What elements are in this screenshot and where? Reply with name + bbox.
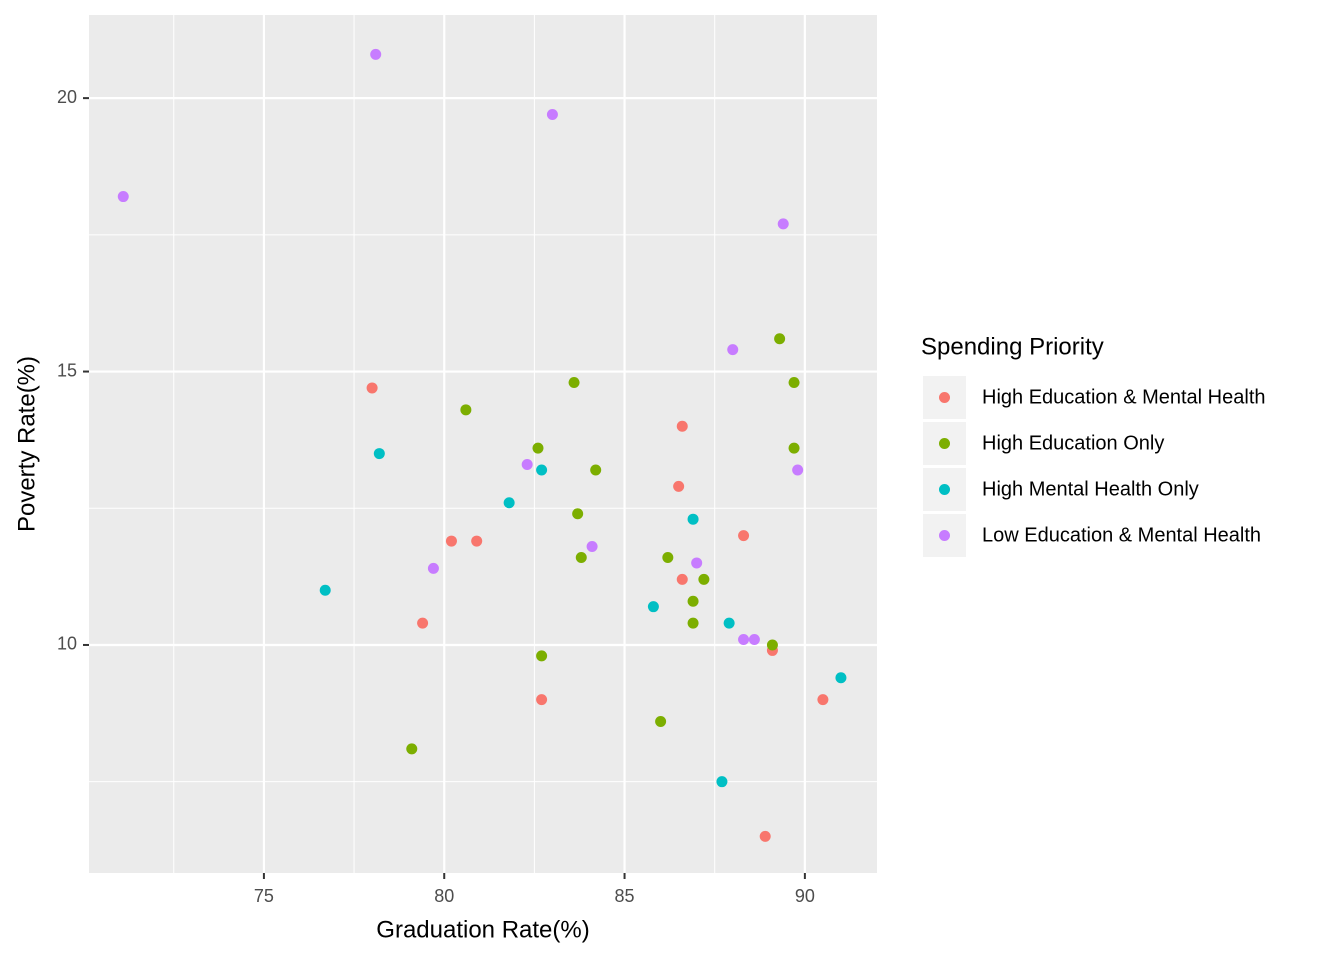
- point: [536, 650, 548, 662]
- y-axis-title: Poverty Rate(%): [13, 356, 40, 532]
- point: [687, 513, 699, 525]
- legend-swatch: [939, 438, 950, 449]
- legend-swatch: [939, 484, 950, 495]
- legend-label: High Mental Health Only: [982, 478, 1199, 500]
- x-tick-label: 85: [615, 886, 635, 906]
- point: [575, 551, 587, 563]
- point: [417, 617, 429, 629]
- point: [590, 464, 602, 476]
- point: [766, 639, 778, 651]
- point: [572, 508, 584, 520]
- point: [748, 633, 760, 645]
- point: [687, 595, 699, 607]
- point: [647, 601, 659, 613]
- point: [536, 694, 548, 706]
- point: [835, 672, 847, 684]
- point: [536, 464, 548, 476]
- point: [738, 633, 750, 645]
- point: [521, 459, 533, 471]
- legend-swatch: [939, 392, 950, 403]
- point: [723, 617, 735, 629]
- point: [673, 480, 685, 492]
- point: [792, 464, 804, 476]
- legend-title: Spending Priority: [921, 333, 1104, 360]
- point: [370, 48, 382, 60]
- point: [471, 535, 483, 547]
- point: [503, 497, 515, 509]
- point: [427, 562, 439, 574]
- point: [676, 573, 688, 585]
- x-tick-label: 75: [254, 886, 274, 906]
- point: [655, 716, 667, 728]
- point: [691, 557, 703, 569]
- point: [366, 382, 378, 394]
- point: [788, 376, 800, 388]
- point: [777, 218, 789, 230]
- point: [532, 442, 544, 454]
- point: [319, 584, 331, 596]
- point: [373, 448, 385, 460]
- point: [676, 420, 688, 432]
- legend-label: Low Education & Mental Health: [982, 524, 1261, 546]
- point: [727, 344, 739, 356]
- point: [460, 404, 472, 416]
- legend-label: High Education & Mental Health: [982, 386, 1266, 408]
- point: [738, 530, 750, 542]
- point: [817, 694, 829, 706]
- point: [445, 535, 457, 547]
- panel: [89, 15, 877, 873]
- point: [788, 442, 800, 454]
- point: [568, 376, 580, 388]
- point: [406, 743, 418, 755]
- x-tick-label: 90: [795, 886, 815, 906]
- y-tick-label: 15: [57, 360, 77, 380]
- legend-swatch: [939, 530, 950, 541]
- y-tick-label: 20: [57, 87, 77, 107]
- x-axis-title: Graduation Rate(%): [376, 916, 589, 943]
- point: [546, 109, 558, 121]
- point: [586, 541, 598, 553]
- point: [759, 830, 771, 842]
- legend-label: High Education Only: [982, 432, 1164, 454]
- y-tick-label: 10: [57, 634, 77, 654]
- point: [716, 776, 728, 788]
- point: [687, 617, 699, 629]
- x-tick-label: 80: [434, 886, 454, 906]
- point: [662, 551, 674, 563]
- point: [698, 573, 710, 585]
- point: [774, 333, 786, 345]
- point: [117, 191, 129, 203]
